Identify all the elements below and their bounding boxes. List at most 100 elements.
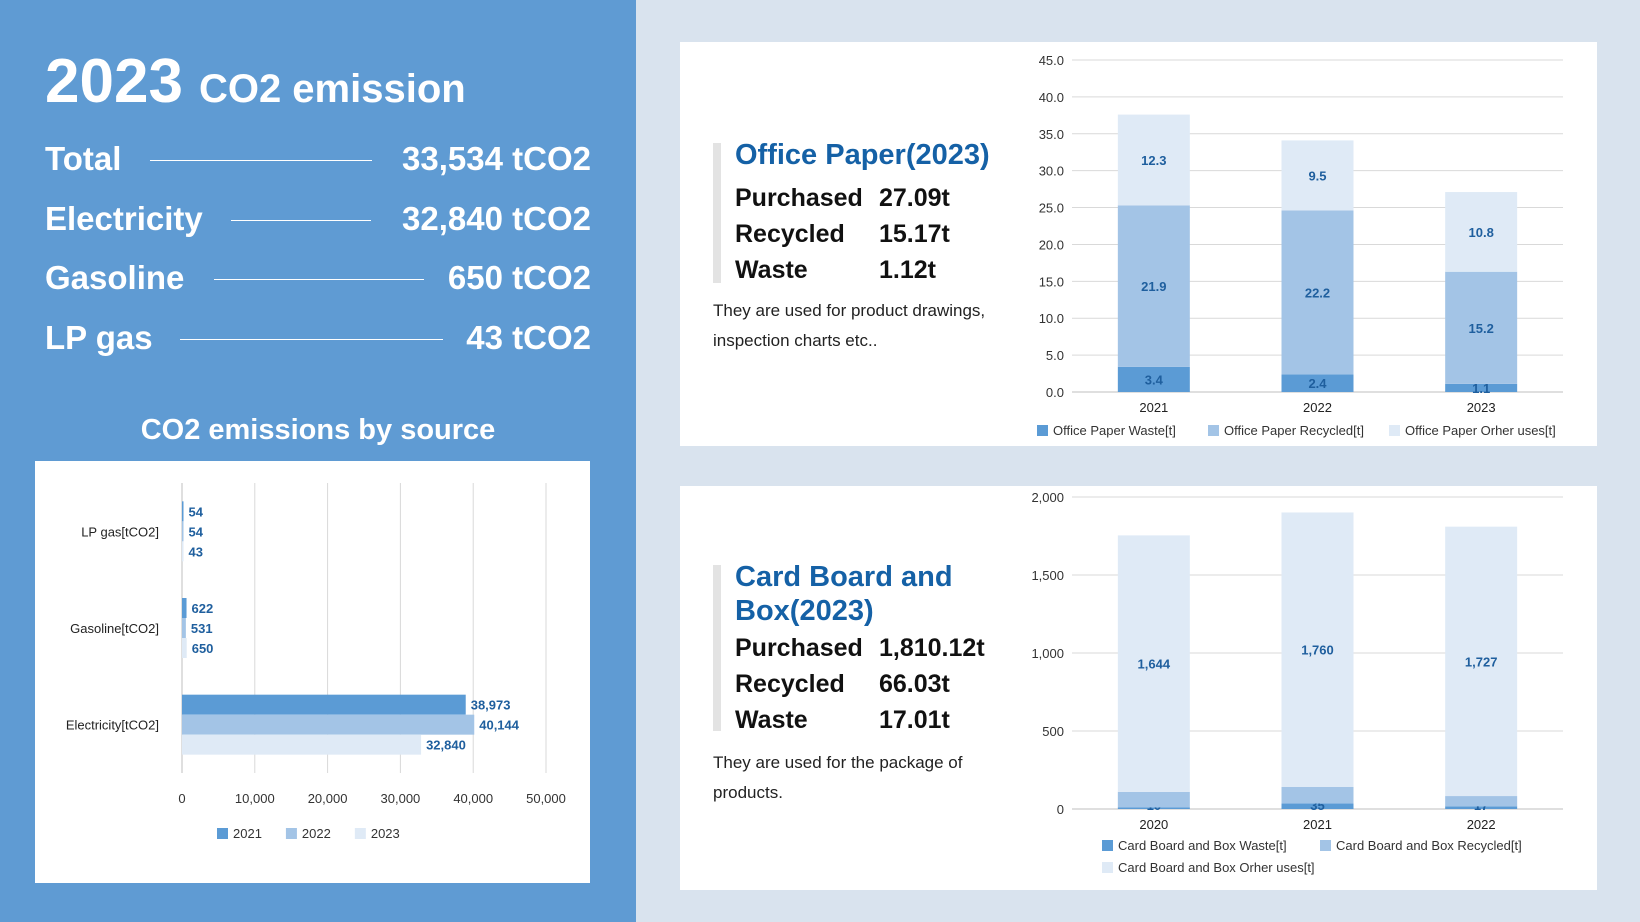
stat-value: 1.12t (879, 256, 936, 284)
y-tick-label: 35.0 (1039, 127, 1064, 142)
legend-swatch (1102, 840, 1113, 851)
legend-label: Card Board and Box Recycled[t] (1336, 838, 1522, 853)
y-tick-label: 25.0 (1039, 201, 1064, 216)
office-paper-chart: 0.0 5.0 10.0 15.0 20.0 25.0 30.0 35.0 40.0 45.0 3.… (1037, 53, 1563, 438)
data-label: 54 (189, 524, 204, 539)
legend-swatch (285, 828, 297, 839)
stat-label: Purchased (735, 634, 863, 662)
x-tick-label: 10,000 (235, 791, 275, 806)
legend-label: Office Paper Recycled[t] (1224, 423, 1364, 438)
summary-row-label: Electricity (45, 200, 203, 237)
x-tick-label: 2021 (1139, 400, 1168, 415)
bar-segment (1445, 796, 1518, 807)
legend-label: Office Paper Orher uses[t] (1405, 423, 1556, 438)
y-tick-label: 30.0 (1039, 164, 1064, 179)
data-label: 1,760 (1301, 643, 1334, 658)
summary-row-gasoline: Gasoline 650 tCO2 (45, 259, 591, 303)
data-label: 43 (189, 544, 203, 559)
legend-label: 2021 (233, 826, 262, 841)
office-paper-stat-recycled: Recycled 15.17t (735, 220, 950, 249)
data-label: 1.1 (1472, 381, 1490, 396)
leader-line (180, 339, 443, 340)
y-tick-label: 10.0 (1039, 311, 1064, 326)
x-tick-label: 30,000 (381, 791, 421, 806)
y-tick-label: 45.0 (1039, 53, 1064, 68)
summary-title: 2023 CO2 emission (45, 46, 466, 117)
data-label: 2.4 (1308, 376, 1327, 391)
data-label: 40,144 (479, 718, 520, 733)
category-label: Electricity[tCO2] (66, 718, 159, 733)
legend-label: Office Paper Waste[t] (1053, 423, 1176, 438)
bar-segment (1281, 803, 1354, 809)
stat-value: 17.01t (879, 706, 950, 734)
bar (182, 501, 184, 522)
source-chart-title: CO2 emissions by source (140, 414, 496, 446)
data-label: 1,727 (1465, 654, 1498, 669)
cardboard-stat-purchased: Purchased 1,810.12t (735, 634, 985, 663)
stat-label: Recycled (735, 670, 845, 698)
data-label: 21.9 (1141, 279, 1166, 294)
legend-label: Card Board and Box Orher uses[t] (1118, 860, 1315, 875)
summary-row-value: 650 tCO2 (447, 259, 591, 296)
legend-label: Card Board and Box Waste[t] (1118, 838, 1287, 853)
legend-swatch (1320, 840, 1331, 851)
office-paper-stat-waste: Waste 1.12t (735, 256, 936, 285)
accent-bar (713, 143, 721, 283)
legend-swatch (1389, 425, 1400, 436)
leader-line (214, 279, 424, 280)
leader-line (231, 220, 371, 221)
bar-segment (1445, 383, 1518, 392)
summary-row-value: 32,840 tCO2 (402, 200, 591, 237)
stat-value: 66.03t (879, 670, 950, 698)
bar (182, 734, 422, 755)
cardboard-stat-waste: Waste 17.01t (735, 706, 950, 735)
bar (182, 638, 187, 658)
data-label: 15.2 (1469, 321, 1494, 336)
cardboard-stat-recycled: Recycled 66.03t (735, 670, 950, 699)
accent-bar (713, 565, 721, 731)
data-label: 54 (189, 504, 204, 519)
x-tick-label: 0 (178, 791, 185, 806)
summary-row-label: LP gas (45, 319, 153, 356)
office-paper-description: They are used for product drawings, insp… (713, 301, 986, 350)
y-tick-label: 1,500 (1031, 568, 1064, 583)
stat-label: Waste (735, 706, 808, 734)
bar (182, 618, 186, 638)
legend-swatch (1102, 862, 1113, 873)
bar-segment (1281, 374, 1354, 392)
office-paper-stat-purchased: Purchased 27.09t (735, 184, 950, 213)
summary-year: 2023 (45, 47, 183, 116)
bar-segment (1117, 807, 1190, 809)
legend-label: 2023 (371, 826, 400, 841)
cardboard-card: Card Board and Box(2023) Purchased 1,810.… (680, 486, 1597, 890)
bar (182, 598, 187, 618)
cardboard-title: Card Board and Box(2023) (735, 561, 953, 627)
bar-segment (1117, 205, 1190, 367)
summary-row-total: Total 33,534 tCO2 (45, 140, 591, 184)
stat-label: Purchased (735, 184, 863, 212)
source-chart-card: 0 10,000 20,000 30,000 40,000 50,000 LP gas[tC… (35, 461, 590, 883)
cardboard-description: They are used for the package of product… (713, 753, 963, 802)
category-label: LP gas[tCO2] (81, 524, 159, 539)
bar (182, 714, 475, 735)
summary-panel: 2023 CO2 emission Total 33,534 tCO2 Elect… (0, 0, 636, 922)
data-label: 38,973 (471, 698, 511, 713)
bar-segment (1445, 192, 1518, 272)
stat-value: 27.09t (879, 184, 950, 212)
bar (182, 521, 184, 542)
x-tick-label: 2023 (1467, 400, 1496, 415)
stat-label: Waste (735, 256, 808, 284)
bar-segment (1281, 140, 1354, 211)
bar (182, 541, 184, 562)
y-tick-label: 5.0 (1046, 348, 1064, 363)
stat-value: 1,810.12t (879, 634, 985, 662)
legend-swatch (1208, 425, 1219, 436)
y-tick-label: 15.0 (1039, 274, 1064, 289)
summary-row-value: 33,534 tCO2 (402, 140, 591, 177)
x-tick-label: 2021 (1303, 817, 1332, 832)
x-tick-label: 40,000 (453, 791, 493, 806)
x-tick-label: 2022 (1303, 400, 1332, 415)
data-label: 3.4 (1145, 372, 1164, 387)
office-paper-title: Office Paper(2023) (735, 139, 990, 171)
leader-line (150, 160, 372, 161)
